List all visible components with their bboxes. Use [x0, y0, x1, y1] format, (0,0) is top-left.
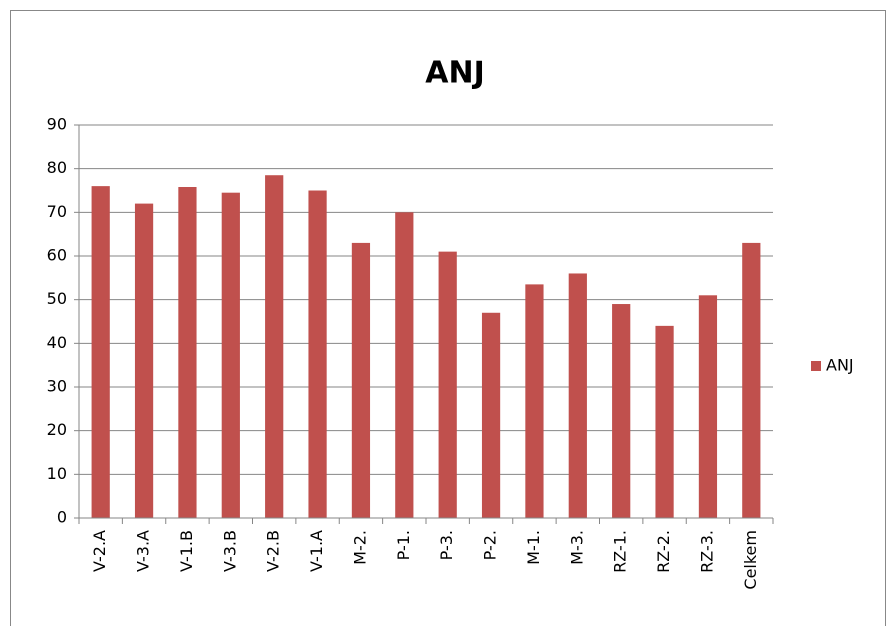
y-tick-label: 80: [47, 158, 67, 177]
x-tick-label: P-3.: [437, 530, 456, 560]
bar: [178, 187, 197, 519]
x-tick-label: M-1.: [524, 530, 543, 565]
bar: [221, 192, 240, 518]
x-tick-label: P-2.: [481, 530, 500, 560]
y-tick-label: 30: [47, 377, 67, 396]
bar: [438, 251, 457, 518]
x-tick-label: V-1.B: [177, 530, 196, 572]
bar: [655, 325, 674, 518]
y-tick-label: 10: [47, 464, 67, 483]
x-tick-label: V-2.B: [264, 530, 283, 572]
bar: [525, 284, 544, 518]
x-tick-label: M-2.: [350, 530, 369, 565]
y-tick-label: 50: [47, 289, 67, 308]
legend-label: ANJ: [826, 356, 854, 375]
x-tick-label: RZ-3.: [697, 530, 716, 573]
bar: [742, 242, 761, 518]
y-tick-label: 90: [47, 115, 67, 134]
x-tick-label: V-3.B: [220, 530, 239, 572]
y-tick-label: 20: [47, 420, 67, 439]
y-tick-label: 70: [47, 202, 67, 221]
x-tick-label: Celkem: [741, 530, 760, 590]
x-tick-label: V-3.A: [134, 530, 153, 572]
chart-title: ANJ: [425, 56, 485, 91]
bar: [265, 175, 284, 518]
bar: [568, 273, 587, 518]
bar: [698, 295, 718, 518]
x-tick-label: RZ-2.: [654, 530, 673, 573]
bar: [612, 304, 631, 518]
y-tick-label: 60: [47, 246, 67, 265]
bar: [395, 212, 414, 519]
chart-frame: [10, 10, 886, 630]
x-tick-label: P-1.: [394, 530, 413, 560]
bar: [308, 190, 327, 518]
bar: [91, 186, 110, 518]
x-tick-label: RZ-1.: [611, 530, 630, 573]
legend-swatch: [811, 361, 821, 371]
bar: [134, 203, 154, 518]
bar: [481, 312, 501, 518]
bar: [351, 242, 371, 518]
x-tick-label: M-3.: [567, 530, 586, 565]
y-tick-label: 40: [47, 333, 67, 352]
x-tick-label: V-1.A: [307, 530, 326, 572]
y-tick-label: 0: [57, 508, 67, 527]
x-tick-label: V-2.A: [90, 530, 109, 572]
